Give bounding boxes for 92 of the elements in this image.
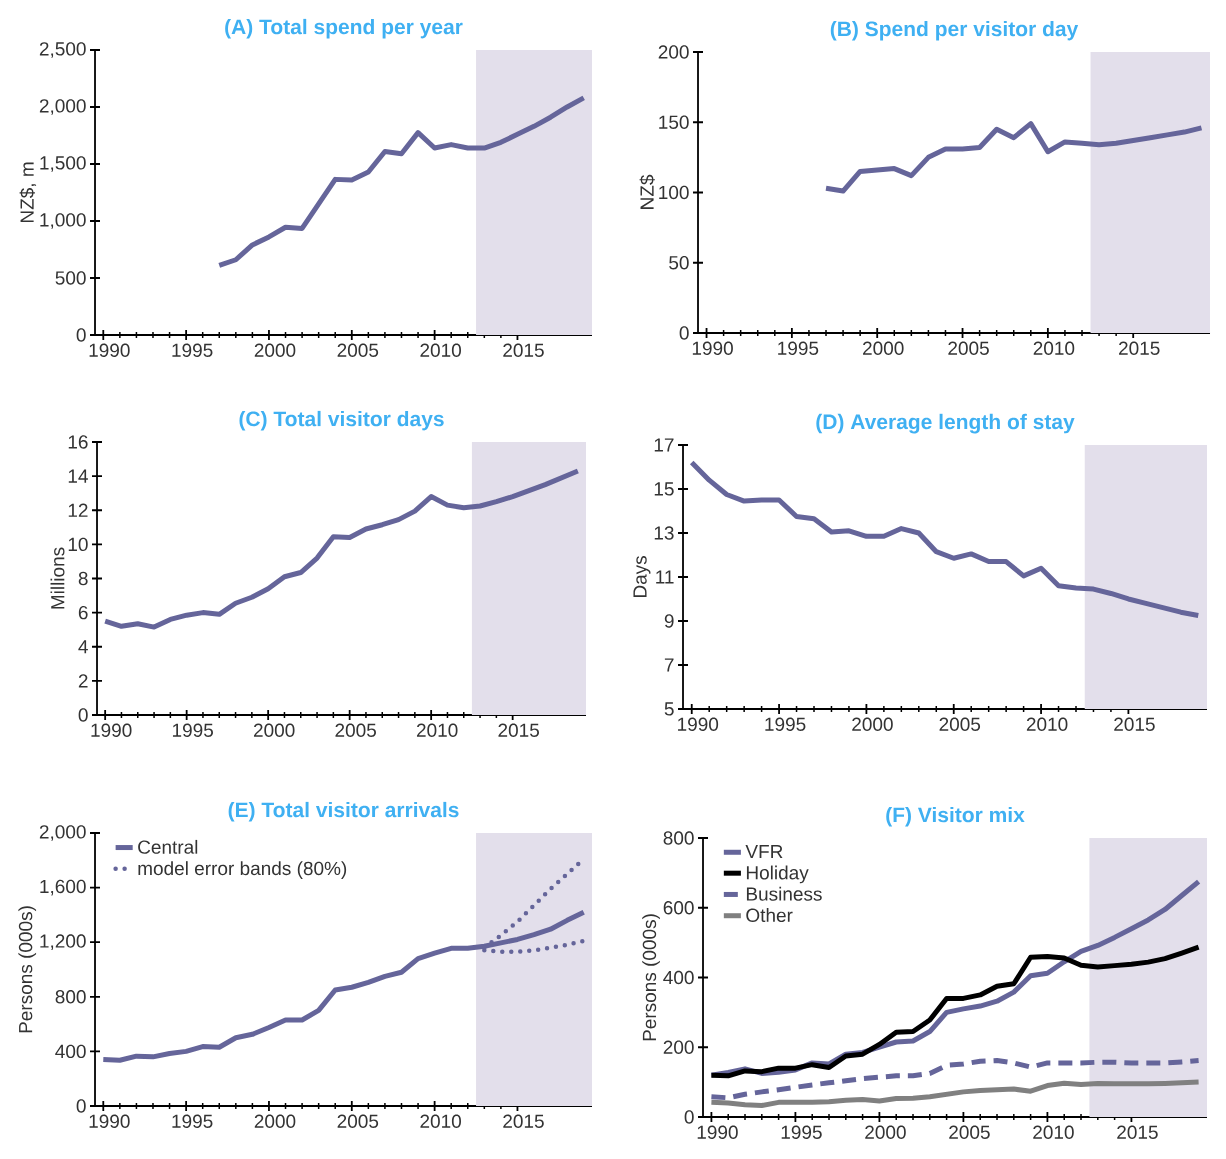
y-axis-title: Millions [50, 547, 65, 609]
x-tick-label: 2010 [1033, 341, 1075, 355]
y-tick-label: 200 [663, 1040, 694, 1054]
y-tick-label: 11 [656, 570, 674, 584]
x-tick-label: 2015 [1119, 341, 1160, 355]
y-tick-label: 800 [55, 990, 86, 1004]
y-tick-label: 1,600 [40, 879, 86, 896]
y-tick-label: 0 [76, 328, 86, 342]
x-tick-label: 2005 [335, 723, 376, 737]
x-tick-label: 2010 [420, 343, 461, 357]
x-tick-label: 2015 [498, 723, 539, 737]
legend-label: Business [746, 886, 822, 901]
x-tick-label: 1995 [172, 1114, 213, 1128]
legend-label: VFR [745, 844, 783, 859]
x-tick-label: 2000 [852, 717, 893, 731]
x-tick-label: 2000 [865, 1125, 906, 1139]
y-tick-label: 400 [663, 970, 694, 985]
y-tick-label: 2 [78, 674, 88, 688]
y-tick-label: 1,000 [40, 213, 86, 229]
chart-title: (F) Visitor mix [886, 806, 1025, 827]
chart-title: (E) Total visitor arrivals [228, 801, 459, 822]
y-tick-label: 100 [659, 185, 689, 200]
y-tick-label: 1,200 [40, 934, 86, 951]
x-tick-label: 2015 [503, 343, 544, 357]
y-tick-label: 150 [659, 115, 689, 129]
y-tick-label: 0 [78, 708, 88, 722]
x-tick-label: 1995 [765, 717, 806, 731]
y-axis-title: Persons (000s) [18, 906, 37, 1033]
y-tick-label: 8 [78, 571, 88, 586]
y-tick-label: 0 [684, 1110, 694, 1124]
y-tick-label: 0 [76, 1099, 86, 1113]
x-tick-label: 2010 [1026, 717, 1068, 731]
y-tick-label: 10 [68, 537, 88, 552]
x-tick-label: 2000 [863, 341, 904, 355]
x-tick-label: 1995 [778, 341, 819, 355]
y-tick-label: 800 [663, 831, 694, 845]
x-tick-label: 2000 [253, 723, 295, 737]
chart-title: (A) Total spend per year [225, 18, 463, 39]
x-tick-label: 2010 [416, 723, 458, 737]
y-tick-label: 4 [78, 640, 88, 654]
legend-label: model error bands (80%) [138, 861, 347, 879]
x-tick-label: 2000 [254, 1114, 296, 1128]
y-tick-label: 2,500 [39, 42, 86, 58]
y-tick-label: 500 [55, 271, 86, 285]
y-tick-label: 17 [654, 438, 674, 452]
chart-title: (C) Total visitor days [239, 410, 444, 431]
x-tick-label: 1995 [172, 343, 213, 357]
y-axis-title: Persons (000s) [642, 914, 660, 1041]
x-tick-label: 2005 [337, 1114, 379, 1128]
y-tick-label: 2,000 [39, 825, 86, 841]
x-tick-label: 2015 [503, 1114, 544, 1128]
x-tick-label: 2015 [1117, 1125, 1158, 1139]
x-tick-label: 2005 [949, 1125, 990, 1139]
y-tick-label: 12 [68, 503, 88, 517]
x-tick-label: 2000 [254, 343, 296, 357]
y-tick-label: 50 [669, 256, 689, 270]
x-tick-label: 1990 [91, 723, 132, 737]
x-tick-label: 2005 [337, 343, 379, 357]
y-axis-title: Days [633, 556, 651, 598]
legend-label: Holiday [746, 865, 809, 884]
y-tick-label: 1,500 [40, 156, 86, 172]
y-tick-label: 9 [664, 614, 674, 628]
y-tick-label: 7 [664, 658, 674, 672]
x-tick-label: 2010 [420, 1114, 461, 1128]
x-tick-label: 2005 [948, 341, 989, 355]
y-tick-label: 14 [68, 469, 88, 483]
y-tick-label: 6 [78, 605, 88, 620]
y-tick-label: 15 [654, 482, 674, 496]
x-tick-label: 1995 [172, 723, 213, 737]
y-tick-label: 200 [658, 45, 689, 59]
y-axis-title: NZ$, m [19, 162, 37, 223]
x-tick-label: 1990 [692, 341, 733, 355]
x-tick-label: 1990 [89, 343, 130, 357]
y-tick-label: 600 [663, 901, 694, 915]
chart-title: (D) Average length of stay [816, 413, 1075, 434]
x-tick-label: 2015 [1114, 717, 1155, 731]
x-tick-label: 2005 [939, 717, 981, 731]
y-tick-label: 0 [679, 326, 689, 340]
y-axis-title: NZ$ [639, 174, 655, 209]
y-tick-label: 5 [664, 702, 674, 716]
y-tick-label: 2,000 [39, 99, 86, 115]
legend-label: Central [138, 839, 198, 854]
y-tick-label: 400 [55, 1044, 86, 1059]
y-tick-label: 13 [654, 526, 674, 540]
x-tick-label: 1990 [697, 1125, 738, 1139]
chart-title: (B) Spend per visitor day [830, 20, 1079, 41]
y-tick-label: 16 [68, 435, 88, 449]
x-tick-label: 1990 [678, 717, 719, 731]
x-tick-label: 1995 [781, 1125, 822, 1139]
x-tick-label: 2010 [1033, 1125, 1074, 1139]
x-tick-label: 1990 [89, 1114, 130, 1128]
legend-label: Other [746, 908, 793, 923]
